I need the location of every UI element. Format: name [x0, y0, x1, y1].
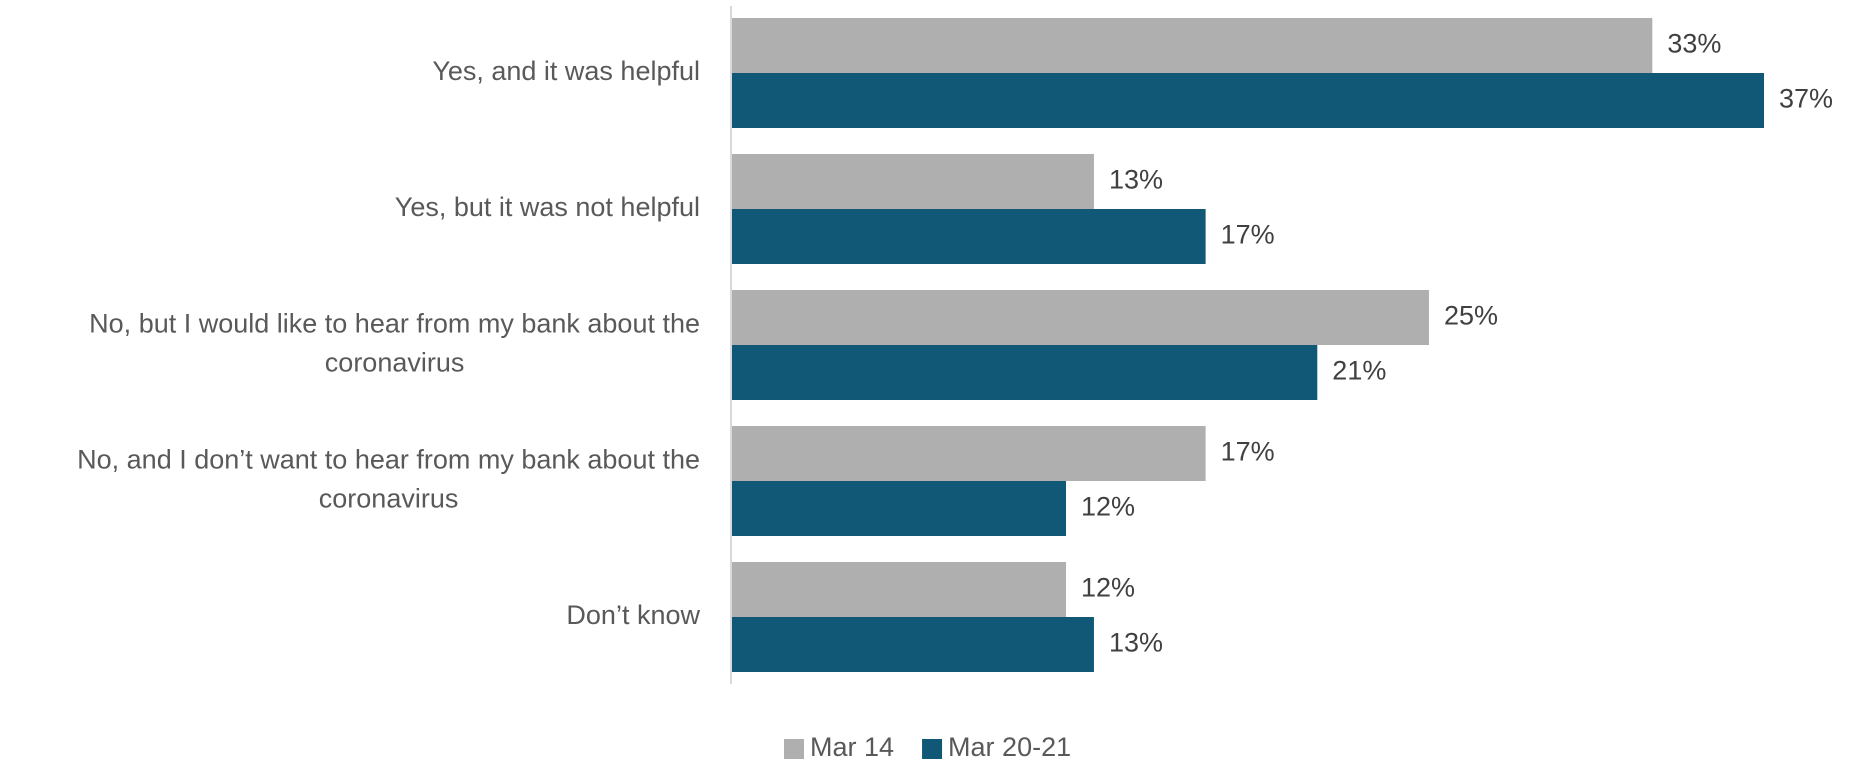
bar-series-2: [731, 345, 1318, 400]
data-label: 12%: [1081, 573, 1135, 603]
bar-series-1: [731, 18, 1653, 73]
legend-label: Mar 14: [810, 732, 894, 762]
data-label: 33%: [1667, 29, 1721, 59]
category-labels: Yes, and it was helpful Yes, but it was n…: [77, 56, 700, 630]
data-labels-group: 33% 37% 13% 17% 25% 21% 17% 12% 12% 13%: [1081, 29, 1833, 658]
bar-series-2: [731, 73, 1764, 128]
bar-series-1: [731, 154, 1094, 209]
category-label: Don’t know: [566, 600, 700, 630]
category-label: No, and I don’t want to hear from my ban…: [77, 445, 700, 514]
data-label: 25%: [1444, 301, 1498, 331]
legend-swatch: [784, 739, 804, 759]
category-label: Yes, and it was helpful: [432, 56, 700, 86]
bar-series-2: [731, 481, 1067, 536]
bar-series-1: [731, 426, 1206, 481]
data-label: 17%: [1221, 437, 1275, 467]
bar-series-1: [731, 562, 1067, 617]
bars-group: [731, 18, 1764, 672]
data-label: 13%: [1109, 628, 1163, 658]
bar-series-2: [731, 209, 1206, 264]
legend-label: Mar 20-21: [948, 732, 1071, 762]
data-label: 37%: [1779, 84, 1833, 114]
data-label: 13%: [1109, 165, 1163, 195]
data-label: 21%: [1332, 356, 1386, 386]
bar-series-2: [731, 617, 1094, 672]
legend-swatch: [922, 739, 943, 759]
category-label: Yes, but it was not helpful: [395, 192, 700, 222]
legend: Mar 14 Mar 20-21: [784, 732, 1071, 762]
category-label: No, but I would like to hear from my ban…: [89, 309, 700, 378]
bar-series-1: [731, 290, 1429, 345]
data-label: 17%: [1221, 220, 1275, 250]
data-label: 12%: [1081, 492, 1135, 522]
